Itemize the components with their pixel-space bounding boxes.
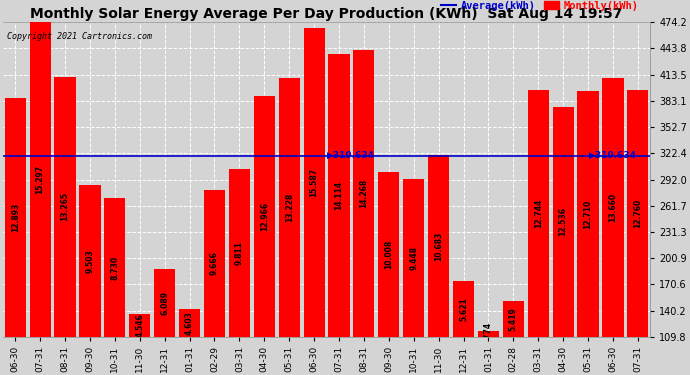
Text: 9.666: 9.666 [210, 251, 219, 275]
Text: 15.297: 15.297 [36, 165, 45, 194]
Bar [602, 78, 624, 375]
Text: 10.008: 10.008 [384, 240, 393, 269]
Bar [55, 76, 76, 375]
Text: Copyright 2021 Cartronics.com: Copyright 2021 Cartronics.com [7, 32, 152, 41]
Text: 8.730: 8.730 [110, 255, 119, 279]
Text: 13.265: 13.265 [61, 192, 70, 221]
Text: 12.966: 12.966 [259, 202, 269, 231]
Bar [254, 96, 275, 375]
Bar [528, 90, 549, 375]
Text: 12.893: 12.893 [11, 202, 20, 232]
Bar [79, 186, 101, 375]
Bar [453, 281, 474, 375]
Bar [304, 28, 325, 375]
Text: 9.503: 9.503 [86, 249, 95, 273]
Bar [154, 269, 175, 375]
Bar [503, 301, 524, 375]
Bar [378, 172, 400, 375]
Bar [30, 22, 51, 375]
Text: 12.744: 12.744 [534, 199, 543, 228]
Text: 12.536: 12.536 [559, 207, 568, 236]
Bar [104, 198, 126, 375]
Text: 10.683: 10.683 [434, 231, 443, 261]
Text: 12.760: 12.760 [633, 199, 642, 228]
Bar [279, 78, 299, 375]
Text: 5.419: 5.419 [509, 307, 518, 331]
Bar [403, 179, 424, 375]
Title: Monthly Solar Energy Average Per Day Production (KWh)  Sat Aug 14 19:57: Monthly Solar Energy Average Per Day Pro… [30, 7, 623, 21]
Text: 4.603: 4.603 [185, 311, 194, 334]
Text: 3.774: 3.774 [484, 322, 493, 346]
Bar [179, 309, 200, 375]
Bar [204, 190, 225, 375]
Bar [229, 169, 250, 375]
Text: 9.811: 9.811 [235, 241, 244, 265]
Bar [5, 98, 26, 375]
Text: 14.114: 14.114 [335, 181, 344, 210]
Legend: Average(kWh), Monthly(kWh): Average(kWh), Monthly(kWh) [441, 0, 639, 10]
Text: ▶319.634: ▶319.634 [326, 151, 375, 160]
Text: 14.268: 14.268 [359, 178, 368, 208]
Bar [478, 331, 499, 375]
Text: ▶319.634: ▶319.634 [589, 151, 638, 160]
Bar [428, 155, 449, 375]
Bar [627, 90, 649, 375]
Text: 9.448: 9.448 [409, 246, 418, 270]
Text: 13.228: 13.228 [285, 193, 294, 222]
Bar [353, 50, 375, 375]
Text: 15.587: 15.587 [310, 168, 319, 197]
Bar [129, 314, 150, 375]
Text: 13.660: 13.660 [609, 193, 618, 222]
Bar [328, 54, 350, 375]
Text: 4.546: 4.546 [135, 314, 144, 338]
Text: 5.621: 5.621 [459, 297, 468, 321]
Bar [578, 92, 599, 375]
Bar [553, 107, 574, 375]
Text: 6.089: 6.089 [160, 291, 169, 315]
Text: 12.710: 12.710 [584, 200, 593, 229]
